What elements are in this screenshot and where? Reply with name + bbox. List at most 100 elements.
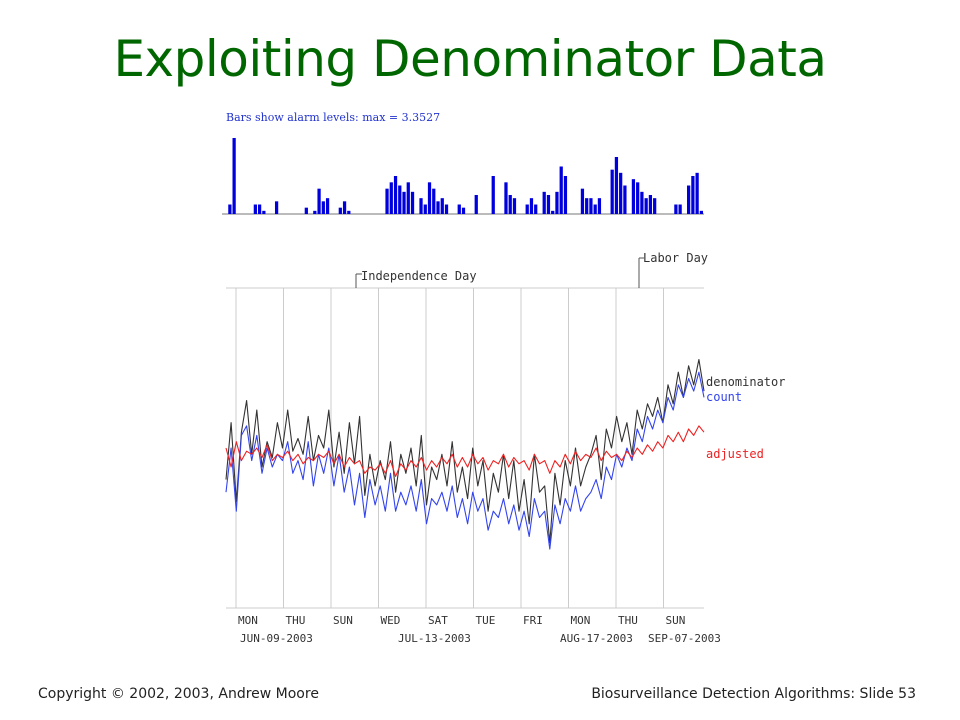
labor-day-label: Labor Day <box>643 251 708 265</box>
legend-count: count <box>706 390 742 404</box>
alarm-bar <box>228 204 232 214</box>
alarm-bar <box>504 182 508 214</box>
alarm-bar <box>317 188 321 214</box>
alarm-bar <box>423 204 427 214</box>
x-tick-label: SUN <box>666 614 686 627</box>
alarm-bar <box>338 207 342 214</box>
alarm-bar <box>563 176 568 214</box>
series-line-count <box>225 371 705 550</box>
alarm-bar <box>398 185 402 214</box>
x-date-label: AUG-17-2003 <box>560 632 633 645</box>
bar-chart-title: Bars show alarm levels: max = 3.3527 <box>226 111 440 124</box>
alarm-bar <box>427 182 432 214</box>
alarm-bar <box>610 169 614 214</box>
footer-copyright: Copyright © 2002, 2003, Andrew Moore <box>38 686 319 702</box>
x-tick-label: FRI <box>523 614 543 627</box>
alarm-bar <box>529 198 534 214</box>
alarm-bar <box>410 191 415 214</box>
alarm-bar <box>589 198 593 214</box>
x-tick-label: THU <box>618 614 638 627</box>
alarm-bar <box>555 191 559 214</box>
alarm-bar <box>406 182 410 214</box>
alarm-bar <box>534 204 538 214</box>
alarm-bar <box>619 172 623 214</box>
legend-denominator: denominator <box>706 375 785 389</box>
alarm-bar <box>342 201 347 214</box>
independence-day-label: Independence Day <box>361 269 477 283</box>
alarm-bar <box>321 201 325 214</box>
alarm-bar <box>597 198 602 214</box>
alarm-bar <box>436 201 440 214</box>
alarm-bar <box>419 198 423 214</box>
alarm-bar <box>253 204 257 214</box>
alarm-bar <box>695 172 699 214</box>
alarm-bar <box>593 204 597 214</box>
x-date-label: JUL-13-2003 <box>398 632 471 645</box>
alarm-bar <box>262 210 266 214</box>
legend-adjusted: adjusted <box>706 447 764 461</box>
alarm-bar <box>304 207 308 214</box>
alarm-bar <box>653 198 657 214</box>
alarm-bar <box>551 210 555 214</box>
alarm-bar-chart: Bars show alarm levels: max = 3.3527 <box>222 111 704 215</box>
alarm-bar <box>274 201 279 214</box>
alarm-bar <box>648 195 653 214</box>
alarm-bar <box>313 210 317 214</box>
alarm-bar <box>559 166 563 214</box>
alarm-bar <box>491 176 495 214</box>
alarm-bar <box>474 195 478 214</box>
alarm-bar <box>512 198 517 214</box>
x-tick-label: SAT <box>428 614 448 627</box>
annotation-labor-day: Labor Day <box>638 251 708 288</box>
bar-series <box>228 138 703 214</box>
alarm-bar <box>699 210 703 214</box>
series-line-denominator <box>225 358 705 544</box>
series-line-adjusted <box>225 425 705 477</box>
slide-title: Exploiting Denominator Data <box>113 30 827 88</box>
alarm-bar <box>585 198 589 214</box>
annotation-independence-day: Independence Day <box>355 269 477 288</box>
alarm-bar <box>640 191 644 214</box>
series-lines <box>225 358 705 550</box>
alarm-bar <box>232 138 236 214</box>
x-axis-tick-labels: MON THU SUN WED SAT TUE FRI MON THU SUN <box>238 614 685 627</box>
x-date-label: JUN-09-2003 <box>240 632 313 645</box>
alarm-bar <box>457 204 461 214</box>
chart-figure: Bars show alarm levels: max = 3.3527 Ind… <box>222 111 785 645</box>
alarm-bar <box>508 195 512 214</box>
alarm-bar <box>347 210 351 214</box>
alarm-bar <box>432 188 436 214</box>
x-tick-label: SUN <box>333 614 353 627</box>
x-axis-date-labels: JUN-09-2003 JUL-13-2003 AUG-17-2003 SEP-07-… <box>240 632 721 645</box>
alarm-bar <box>525 204 529 214</box>
alarm-bar <box>644 198 648 214</box>
alarm-bar <box>257 204 262 214</box>
alarm-bar <box>461 207 466 214</box>
alarm-bar <box>542 191 546 214</box>
x-tick-label: THU <box>286 614 306 627</box>
alarm-bar <box>691 176 695 214</box>
x-tick-label: MON <box>571 614 591 627</box>
alarm-bar <box>402 191 406 214</box>
alarm-bar <box>674 204 678 214</box>
x-tick-label: TUE <box>476 614 496 627</box>
alarm-bar <box>389 182 393 214</box>
alarm-bar <box>631 179 636 214</box>
alarm-bar <box>614 157 619 214</box>
alarm-bar <box>393 176 398 214</box>
alarm-bar <box>444 204 449 214</box>
x-date-label: SEP-07-2003 <box>648 632 721 645</box>
alarm-bar <box>678 204 682 214</box>
x-tick-label: MON <box>238 614 258 627</box>
alarm-bar <box>440 198 444 214</box>
alarm-bar <box>636 182 640 214</box>
time-series-chart: Independence Day Labor Day denominator c… <box>225 251 785 645</box>
footer-slide-info: Biosurveillance Detection Algorithms: Sl… <box>591 686 916 702</box>
alarm-bar <box>385 188 389 214</box>
alarm-bar <box>580 188 585 214</box>
alarm-bar <box>325 198 330 214</box>
x-tick-label: WED <box>381 614 401 627</box>
alarm-bar <box>546 195 551 214</box>
alarm-bar <box>623 185 627 214</box>
alarm-bar <box>687 185 691 214</box>
